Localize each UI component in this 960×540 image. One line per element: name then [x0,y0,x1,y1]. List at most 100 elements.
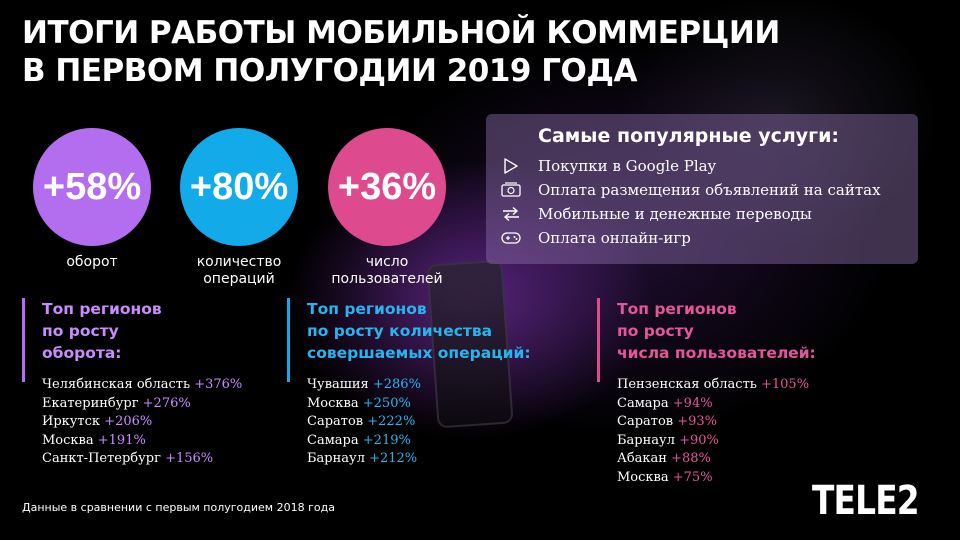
stat-users-circle: +36% [328,128,446,246]
stat-turnover-label: оборот [66,254,118,270]
region-list: Пензенская область +105% Самара +94% Сар… [617,376,816,487]
service-item-text: Покупки в Google Play [538,157,717,175]
region-value: +93% [677,414,718,429]
region-name: Москва [617,469,669,485]
region-name: Чувашия [307,377,369,392]
list-item: Москва +75% [617,469,816,488]
list-item: Самара +94% [617,395,816,414]
region-value: +276% [142,395,191,411]
list-item: Москва +191% [42,432,242,451]
region-block-operations: Топ регионов по росту количества соверша… [287,298,531,469]
region-value: +212% [369,451,418,466]
stat-operations: +80% количество операций [177,128,301,288]
region-value: +191% [97,432,146,448]
region-name: Самара [307,432,359,448]
region-value: +75% [672,469,713,485]
region-name: Абакан [617,451,667,466]
play-store-icon [500,157,522,175]
region-name: Барнаул [307,451,365,466]
list-item: Барнаул +212% [307,450,531,469]
service-item: Оплата размещения объявлений на сайтах [500,178,904,202]
service-item-text: Мобильные и денежные переводы [538,205,812,223]
region-value: +250% [362,395,411,411]
page-title: ИТОГИ РАБОТЫ МОБИЛЬНОЙ КОММЕРЦИИ В ПЕРВО… [22,14,780,90]
list-item: Чувашия +286% [307,376,531,395]
region-name: Самара [617,395,669,411]
stat-users-label-line-1: число [365,254,409,270]
region-heading-line: Топ регионов [617,300,737,318]
region-heading-line: по росту [42,322,119,340]
region-list: Чувашия +286% Москва +250% Саратов +222%… [307,376,531,469]
stat-users-label-line-2: пользователей [331,271,443,287]
region-name: Екатеринбург [42,395,139,411]
transfer-arrows-icon [500,205,522,223]
region-heading-line: по росту [617,322,694,340]
region-heading: Топ регионов по росту числа пользователе… [617,298,816,364]
title-line-1: ИТОГИ РАБОТЫ МОБИЛЬНОЙ КОММЕРЦИИ [22,15,780,51]
popular-services-panel: Самые популярные услуги: Покупки в Googl… [486,114,918,264]
stat-turnover: +58% оборот [30,128,154,271]
services-heading: Самые популярные услуги: [538,125,839,147]
list-item: Москва +250% [307,395,531,414]
region-name: Москва [42,432,94,448]
list-item: Пензенская область +105% [617,376,816,395]
region-heading: Топ регионов по росту количества соверша… [307,298,531,364]
region-name: Пензенская область [617,377,757,392]
region-name: Саратов [307,414,364,429]
stat-operations-circle: +80% [180,128,298,246]
list-item: Саратов +222% [307,413,531,432]
stat-operations-label-line-2: операций [203,271,275,287]
region-heading-line: числа пользователей: [617,344,816,362]
region-heading-line: совершаемых операций: [307,344,531,362]
list-item: Барнаул +90% [617,432,816,451]
stat-users-label: число пользователей [325,254,449,288]
region-value: +376% [194,377,243,392]
title-line-2: В ПЕРВОМ ПОЛУГОДИИ 2019 ГОДА [22,53,638,89]
region-name: Саратов [617,414,674,429]
region-accent-bar [22,298,25,382]
region-name: Барнаул [617,432,675,448]
list-item: Челябинская область +376% [42,376,242,395]
region-value: +94% [672,395,713,411]
region-name: Челябинская область [42,377,191,392]
region-value: +219% [362,432,411,448]
region-value: +88% [671,451,711,466]
region-heading-line: оборота: [42,344,122,362]
region-heading: Топ регионов по росту оборота: [42,298,242,364]
region-value: +286% [372,377,421,392]
list-item: Санкт-Петербург +156% [42,450,242,469]
list-item: Екатеринбург +276% [42,395,242,414]
ad-placement-icon [500,181,522,199]
service-item: Оплата онлайн-игр [500,226,904,250]
stat-operations-label-line-1: количество [196,254,282,270]
region-value: +90% [679,432,719,448]
service-item: Покупки в Google Play [500,154,904,178]
stat-operations-label: количество операций [177,254,301,288]
region-accent-bar [287,298,290,382]
gamepad-icon [500,229,522,247]
region-block-users: Топ регионов по росту числа пользователе… [597,298,816,487]
list-item: Иркутск +206% [42,413,242,432]
region-name: Иркутск [42,414,101,429]
stat-users: +36% число пользователей [325,128,449,288]
region-value: +222% [367,414,416,429]
region-heading-line: Топ регионов [307,300,427,318]
region-accent-bar [597,298,600,382]
region-heading-line: по росту количества [307,322,493,340]
region-name: Санкт-Петербург [42,451,161,466]
service-item: Мобильные и денежные переводы [500,202,904,226]
service-item-text: Оплата размещения объявлений на сайтах [538,181,881,199]
list-item: Саратов +93% [617,413,816,432]
list-item: Абакан +88% [617,450,816,469]
region-heading-line: Топ регионов [42,300,162,318]
region-block-turnover: Топ регионов по росту оборота: Челябинск… [22,298,242,469]
region-value: +156% [165,451,214,466]
list-item: Самара +219% [307,432,531,451]
service-item-text: Оплата онлайн-игр [538,229,691,247]
region-value: +206% [104,414,153,429]
region-list: Челябинская область +376% Екатеринбург +… [42,376,242,469]
region-name: Москва [307,395,359,411]
footnote: Данные в сравнении с первым полугодием 2… [22,501,335,514]
region-value: +105% [761,377,810,392]
stat-turnover-circle: +58% [33,128,151,246]
